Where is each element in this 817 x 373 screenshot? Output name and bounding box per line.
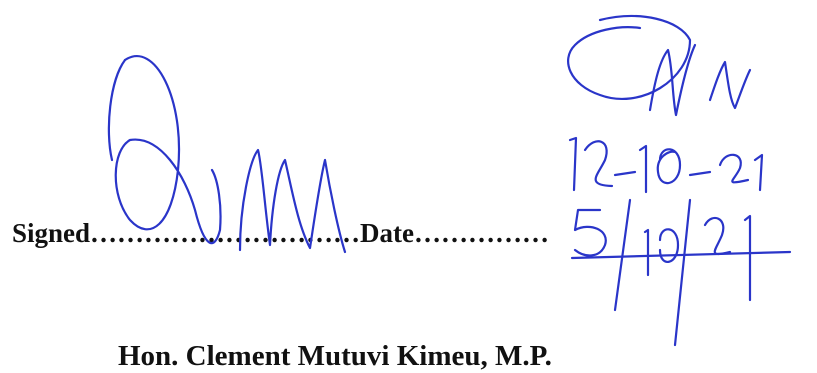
signed-label: Signed [12, 218, 91, 248]
handwritten-signature-right [567, 14, 752, 117]
handwritten-date-lower [570, 198, 792, 347]
signer-name: Hon. Clement Mutuvi Kimeu, M.P. [118, 340, 552, 372]
signed-dots: ………………………… [90, 218, 361, 248]
date-label: Date [360, 218, 415, 248]
signature-line: Signed…………………………Date…………… [12, 218, 549, 249]
handwritten-date-upper [568, 136, 764, 194]
date-dots: …………… [414, 218, 550, 248]
